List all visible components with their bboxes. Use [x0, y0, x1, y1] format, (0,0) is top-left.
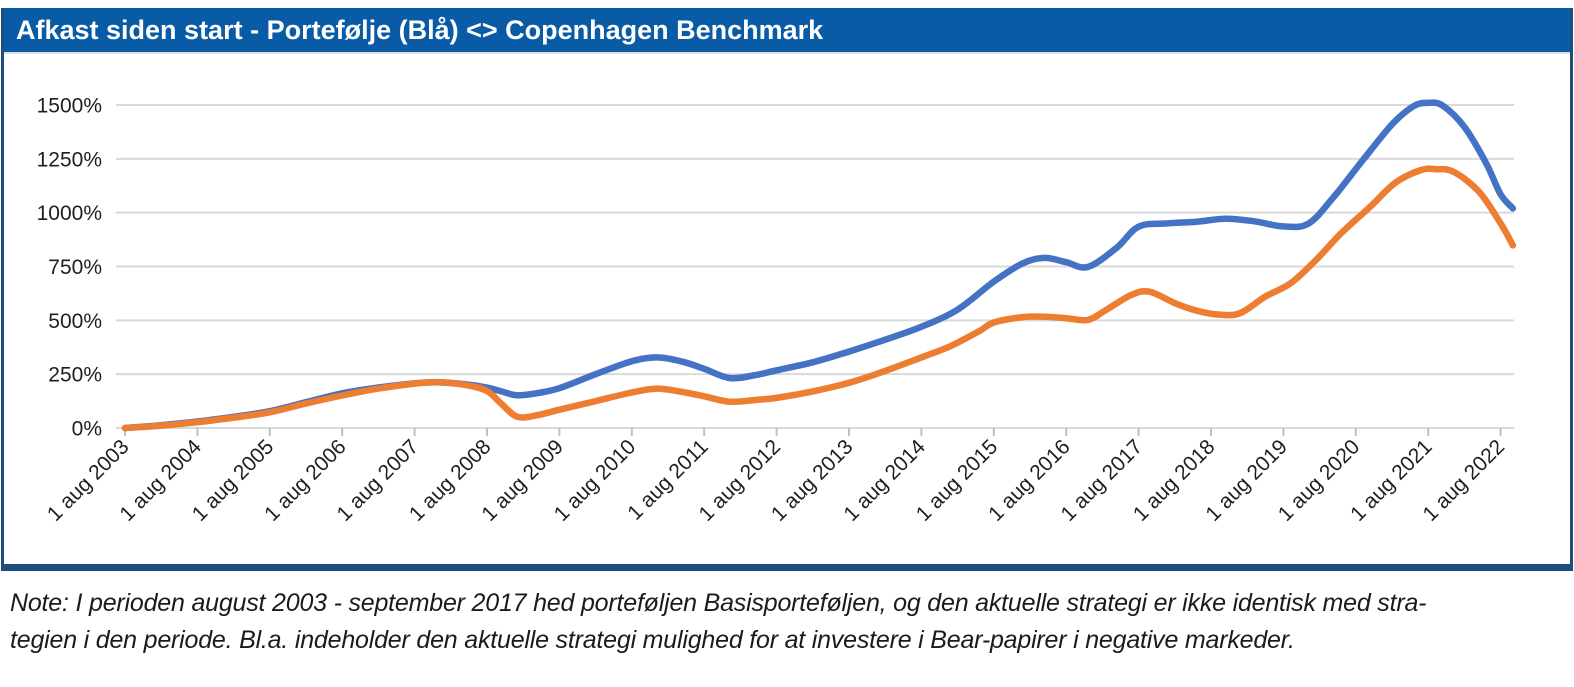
- chart-plot-area: 0% 250% 500% 750% 1000% 1250% 1500% 1 aug 2003 1…: [4, 52, 1570, 564]
- chart-title: Afkast siden start - Portefølje (Blå) <>…: [16, 15, 824, 45]
- y-tick-label: 750%: [48, 256, 102, 279]
- portfolio-line: [121, 99, 1517, 432]
- x-axis-ticks: [124, 428, 1502, 436]
- y-tick-label: 1250%: [37, 148, 102, 171]
- returns-line-chart: 0% 250% 500% 750% 1000% 1250% 1500% 1 aug 20031…: [37, 95, 1517, 526]
- chart-panel: Afkast siden start - Portefølje (Blå) <>…: [1, 8, 1573, 571]
- gridlines: [116, 104, 1514, 429]
- footnote-line-1: Note: I perioden august 2003 - september…: [10, 589, 1427, 617]
- benchmark-line: [121, 165, 1517, 432]
- y-tick-label: 0%: [72, 418, 102, 441]
- y-tick-label: 250%: [48, 364, 102, 387]
- y-tick-label: 500%: [48, 310, 102, 333]
- chart-title-bar: Afkast siden start - Portefølje (Blå) <>…: [4, 8, 1570, 52]
- y-axis-labels: 0% 250% 500% 750% 1000% 1250% 1500%: [37, 95, 102, 441]
- footnote: Note: I perioden august 2003 - september…: [10, 585, 1560, 659]
- footnote-line-2: tegien i den periode. Bl.a. indeholder d…: [10, 626, 1295, 654]
- y-tick-label: 1000%: [37, 202, 102, 225]
- y-tick-label: 1500%: [37, 95, 102, 118]
